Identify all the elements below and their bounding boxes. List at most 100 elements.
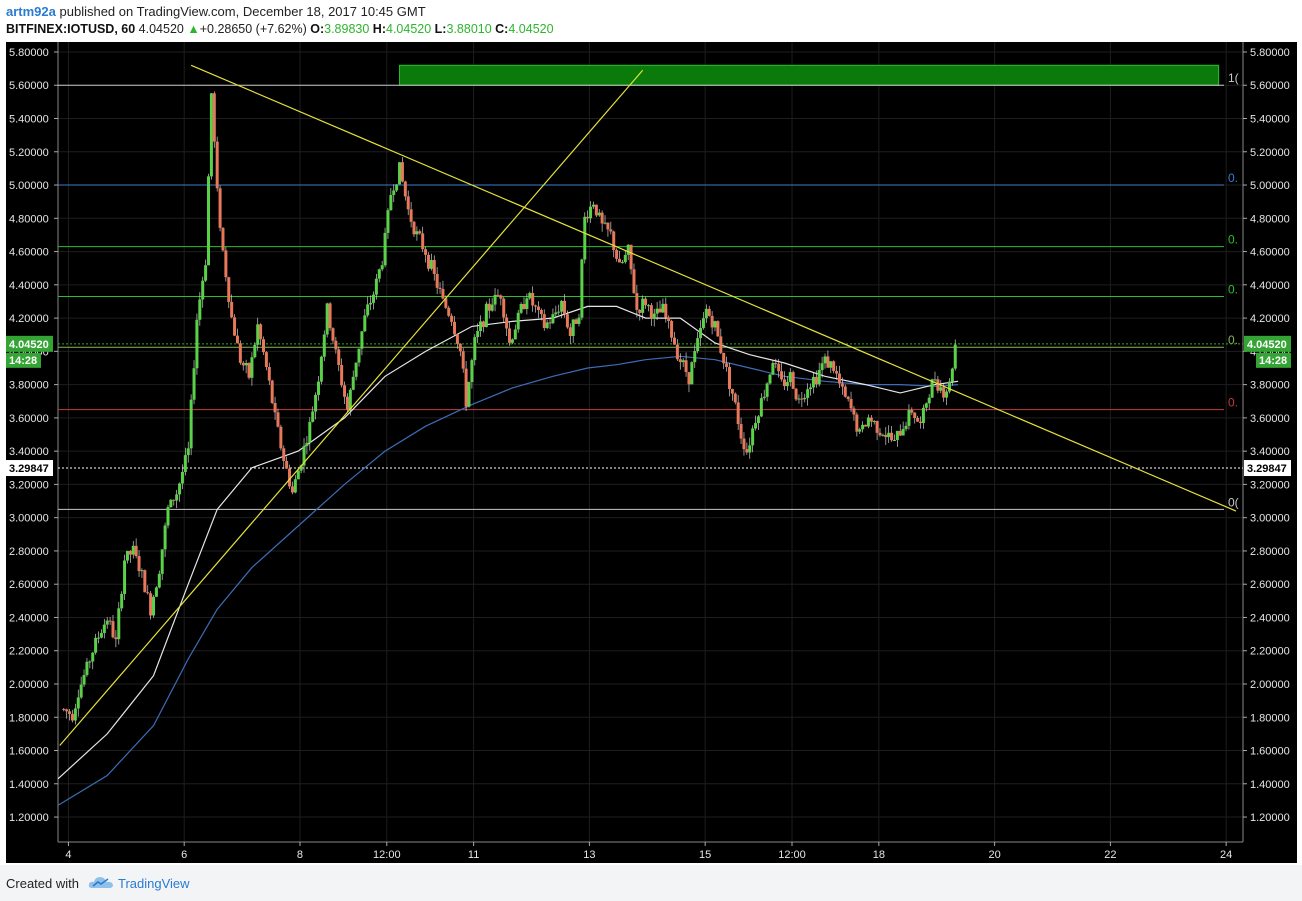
- candle-down: [108, 620, 112, 622]
- candle-up: [131, 545, 135, 555]
- candle-down: [149, 593, 153, 616]
- candle-up: [178, 483, 182, 495]
- y-tick-label-right: 3.80000: [1250, 380, 1290, 392]
- footer: Created with TradingView: [0, 865, 1302, 901]
- y-tick-label-right: 5.60000: [1250, 80, 1290, 92]
- created-with-text: Created with: [6, 876, 79, 891]
- candle-up: [681, 360, 685, 363]
- marker-price-badge-left-bg: [6, 460, 53, 477]
- candle-up: [380, 265, 384, 270]
- candle-up: [302, 446, 306, 466]
- y-tick-label-left: 4.80000: [9, 213, 49, 225]
- candle-down: [400, 162, 404, 182]
- candle-down: [502, 298, 506, 318]
- candle-down: [536, 306, 540, 311]
- candles: [62, 91, 957, 725]
- candle-up: [858, 429, 862, 432]
- fib-level-label: 0.: [1228, 171, 1238, 185]
- candle-up: [183, 455, 187, 472]
- candle-up: [325, 303, 329, 335]
- y-tick-label-left: 5.60000: [9, 80, 49, 92]
- fib-level-label: 0.: [1228, 333, 1238, 347]
- y-tick-label-right: 4.20000: [1250, 313, 1290, 325]
- x-tick-label: 24: [1220, 849, 1232, 861]
- candle-down: [826, 356, 830, 368]
- last-price-badge-left-text: 4.04520: [9, 339, 49, 351]
- y-tick-label-left: 2.60000: [9, 579, 49, 591]
- candle-up: [415, 231, 419, 235]
- candle-down: [722, 352, 726, 364]
- candle-up: [76, 697, 80, 709]
- candle-down: [777, 363, 781, 372]
- y-tick-label-right: 5.40000: [1250, 114, 1290, 126]
- candle-up: [626, 244, 630, 255]
- candle-down: [910, 410, 914, 413]
- candle-down: [814, 376, 818, 385]
- candle-up: [947, 381, 951, 392]
- candle-down: [609, 229, 613, 232]
- fib-level-label: 0.: [1228, 233, 1238, 247]
- candle-down: [334, 340, 338, 350]
- candle-down: [128, 550, 132, 555]
- candle-up: [120, 593, 124, 609]
- candle-down: [574, 319, 578, 324]
- high-label: H:: [372, 22, 386, 36]
- candle-down: [461, 351, 465, 369]
- candle-up: [765, 383, 769, 397]
- candle-down: [453, 321, 457, 335]
- candle-up: [85, 661, 89, 676]
- candle-down: [739, 424, 743, 439]
- tradingview-link[interactable]: TradingView: [118, 876, 190, 891]
- author-link[interactable]: artm92a: [6, 4, 56, 19]
- candle-down: [563, 300, 567, 315]
- candle-up: [166, 507, 170, 526]
- candle-up: [163, 525, 167, 550]
- candle-down: [667, 317, 671, 322]
- candle-up: [322, 334, 326, 357]
- candle-down: [261, 339, 265, 353]
- publish-text: published on TradingView.com, December 1…: [59, 4, 426, 19]
- candle-down: [481, 321, 485, 328]
- candle-up: [713, 321, 717, 328]
- candle-up: [690, 362, 694, 385]
- candle-up: [525, 298, 529, 309]
- candle-down: [146, 592, 150, 594]
- candle-up: [201, 280, 205, 300]
- candle-up: [97, 637, 101, 639]
- candle-down: [328, 303, 332, 329]
- candle-down: [782, 379, 786, 387]
- candle-up: [571, 319, 575, 336]
- marker-price-badge-right-bg: [1244, 460, 1291, 477]
- open-value: 3.89830: [324, 22, 370, 36]
- candle-down: [600, 212, 604, 224]
- candle-up: [493, 294, 497, 305]
- chart-area[interactable]: 1(0. 0. 0. 0. 0. 0(5.80000 5.80000 5.60000 5.600…: [6, 42, 1297, 863]
- candle-up: [510, 339, 514, 343]
- candle-up: [154, 587, 158, 597]
- candle-down: [568, 327, 572, 336]
- y-tick-label-left: 1.60000: [9, 746, 49, 758]
- candle-down: [273, 402, 277, 413]
- marker-price-badge-right: 3.29847: [1244, 460, 1291, 477]
- candle-down: [455, 334, 459, 344]
- candle-up: [140, 570, 144, 572]
- price-chart[interactable]: 1(0. 0. 0. 0. 0. 0(5.80000 5.80000 5.60000 5.600…: [6, 42, 1297, 863]
- y-tick-label-right: 1.60000: [1250, 746, 1290, 758]
- candle-up: [91, 652, 95, 662]
- candle-up: [169, 499, 173, 508]
- candle-up: [759, 398, 763, 417]
- candle-down: [730, 388, 734, 394]
- candle-down: [849, 399, 853, 409]
- quote-line: BITFINEX:IOTUSD, 60 4.04520 ▲+0.28650 (+…: [6, 22, 554, 36]
- candle-up: [803, 397, 807, 400]
- publish-info: artm92a published on TradingView.com, De…: [6, 4, 426, 19]
- candle-up: [513, 329, 517, 340]
- candle-down: [675, 344, 679, 360]
- candle-down: [942, 387, 946, 398]
- candle-up: [311, 411, 315, 422]
- y-tick-label-right: 3.00000: [1250, 513, 1290, 525]
- candle-down: [238, 343, 242, 363]
- x-tick-label: 4: [65, 849, 71, 861]
- candle-down: [65, 709, 69, 712]
- candle-up: [762, 396, 766, 399]
